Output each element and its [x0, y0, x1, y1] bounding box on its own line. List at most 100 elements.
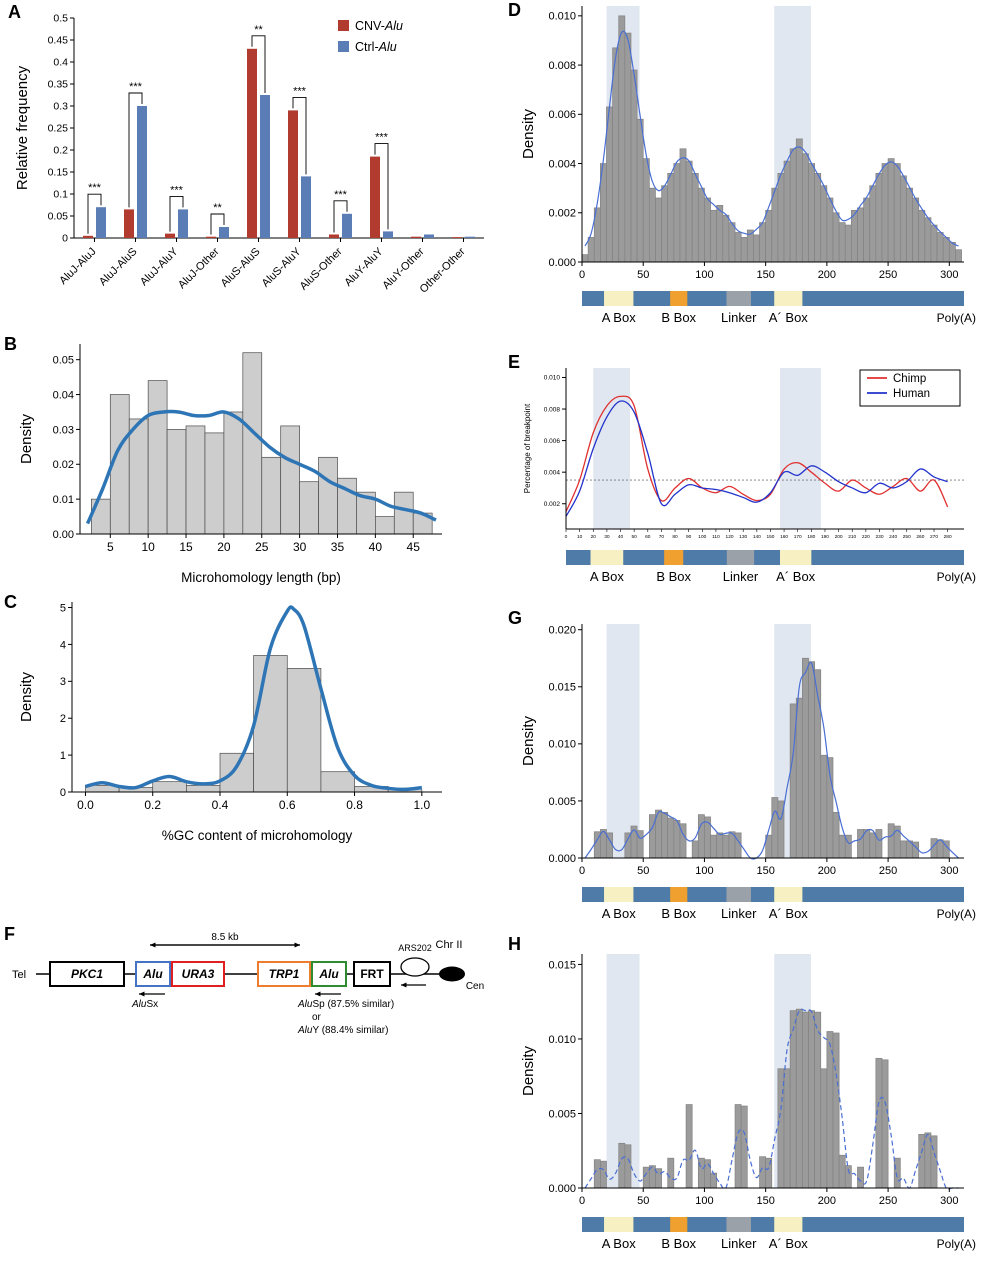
- svg-text:170: 170: [794, 534, 802, 540]
- svg-text:100: 100: [695, 269, 713, 281]
- svg-text:0: 0: [62, 233, 68, 245]
- svg-text:50: 50: [637, 865, 649, 877]
- svg-text:5: 5: [60, 602, 66, 614]
- construct-diagram-svg: Tel PKC1 Alu URA3 TRP1 Alu FRT 8.5 kb ARS202 Chr …: [12, 932, 484, 1036]
- gene-annotation-bar: A Box B Box Linker A´ Box Poly(A): [566, 550, 976, 584]
- svg-text:PKC1: PKC1: [71, 967, 103, 981]
- svg-text:60: 60: [645, 534, 651, 540]
- density-curve: [584, 1008, 959, 1190]
- legend-swatch: [338, 41, 349, 52]
- svg-text:0.015: 0.015: [548, 682, 576, 694]
- svg-text:A´ Box: A´ Box: [776, 569, 816, 584]
- svg-text:Poly(A): Poly(A): [937, 907, 976, 921]
- svg-text:0.008: 0.008: [548, 60, 576, 72]
- svg-text:AluJ-Other: AluJ-Other: [176, 245, 222, 291]
- panel-c-histogram: 0 1 2 3 4 5 0.0 0.2 0.4 0.6 0.8 1.0 Density %GC conte…: [16, 594, 456, 846]
- svg-text:150: 150: [756, 865, 774, 877]
- svg-text:0.010: 0.010: [548, 11, 576, 23]
- svg-text:0.004: 0.004: [548, 158, 576, 170]
- svg-text:100: 100: [695, 1195, 713, 1207]
- svg-text:A Box: A Box: [590, 569, 624, 584]
- panel-label-g: G: [508, 608, 523, 628]
- svg-text:0.000: 0.000: [548, 257, 576, 269]
- svg-text:AluS-Other: AluS-Other: [298, 245, 345, 292]
- svg-text:190: 190: [821, 534, 829, 540]
- svg-text:Chimp: Chimp: [893, 373, 926, 385]
- svg-text:0.005: 0.005: [548, 1108, 576, 1120]
- svg-text:%GC content of microhomology: %GC content of microhomology: [162, 828, 353, 843]
- svg-text:Density: Density: [520, 715, 537, 766]
- svg-text:0.02: 0.02: [53, 459, 74, 471]
- svg-text:B Box: B Box: [661, 310, 696, 325]
- svg-text:0: 0: [579, 1195, 585, 1207]
- svg-text:AluS-AluS: AluS-AluS: [219, 246, 263, 290]
- svg-text:10: 10: [577, 534, 583, 540]
- panel-f-construct-diagram: Tel PKC1 Alu URA3 TRP1 Alu FRT 8.5 kb ARS202 Chr …: [2, 928, 502, 1053]
- svg-text:70: 70: [659, 534, 665, 540]
- panel-d-histogram: 0.000 0.002 0.004 0.006 0.008 0.010 0 50 100 150 2…: [518, 0, 978, 288]
- svg-text:100: 100: [698, 534, 706, 540]
- svg-text:0.25: 0.25: [48, 123, 69, 135]
- svg-text:130: 130: [739, 534, 747, 540]
- panel-e-line-chart: 0.002 0.004 0.006 0.008 0.010 0 10 20 30 40 50 60 70…: [518, 362, 978, 547]
- svg-text:Ctrl-Alu: Ctrl-Alu: [355, 40, 397, 54]
- panel-g-gene-annotation-bar: A Box B Box Linker A´ Box Poly(A): [518, 884, 978, 930]
- svg-text:Microhomology length (bp): Microhomology length (bp): [181, 570, 341, 585]
- svg-text:0.01: 0.01: [53, 494, 74, 506]
- svg-text:30: 30: [293, 540, 307, 554]
- svg-text:0.3: 0.3: [53, 101, 68, 113]
- svg-text:CNV-Alu: CNV-Alu: [355, 19, 403, 33]
- svg-text:***: ***: [170, 184, 184, 196]
- svg-text:3: 3: [60, 676, 66, 688]
- svg-text:0.00: 0.00: [53, 529, 74, 541]
- svg-text:0.020: 0.020: [548, 625, 576, 637]
- svg-text:2: 2: [60, 713, 66, 725]
- legend-box: [859, 369, 961, 407]
- svg-text:25: 25: [255, 540, 269, 554]
- svg-text:**: **: [254, 24, 263, 36]
- panel-d-gene-annotation-bar: A Box B Box Linker A´ Box Poly(A): [518, 288, 978, 334]
- svg-text:Linker: Linker: [723, 569, 759, 584]
- panel-b-plot: 0.00 0.01 0.02 0.03 0.04 0.05 5 10 15 20 25 30 35 40 4…: [18, 344, 442, 585]
- svg-text:0.03: 0.03: [53, 424, 74, 436]
- gene-annotation-bar: A Box B Box Linker A´ Box Poly(A): [582, 291, 976, 325]
- panel-label-b: B: [4, 334, 17, 354]
- legend-swatch: [338, 20, 349, 31]
- density-curve: [584, 661, 959, 860]
- svg-text:0.05: 0.05: [48, 211, 69, 223]
- svg-text:140: 140: [753, 534, 761, 540]
- svg-text:5: 5: [107, 540, 114, 554]
- svg-text:***: ***: [293, 85, 307, 97]
- svg-text:A´ Box: A´ Box: [769, 310, 809, 325]
- svg-text:20: 20: [591, 534, 597, 540]
- panel-label-f: F: [4, 924, 15, 944]
- svg-text:A Box: A Box: [602, 906, 636, 921]
- svg-text:250: 250: [879, 1195, 897, 1207]
- panel-c-plot: 0 1 2 3 4 5 0.0 0.2 0.4 0.6 0.8 1.0 Density %GC conte…: [18, 602, 442, 843]
- panel-a-grouped-bar-chart: 0 0.05 0.1 0.15 0.2 0.25 0.3 0.35 0.4 0.45 0.5 AluJ…: [12, 2, 490, 334]
- svg-text:250: 250: [879, 269, 897, 281]
- svg-text:0.000: 0.000: [548, 853, 576, 865]
- svg-text:AluSp (87.5% similar): AluSp (87.5% similar): [297, 999, 394, 1010]
- svg-text:Tel: Tel: [12, 969, 26, 981]
- svg-text:A´ Box: A´ Box: [769, 906, 809, 921]
- svg-text:***: ***: [375, 132, 389, 144]
- panel-a-plot: 0 0.05 0.1 0.15 0.2 0.25 0.3 0.35 0.4 0.45 0.5 AluJ…: [14, 13, 484, 296]
- svg-text:230: 230: [875, 534, 883, 540]
- svg-text:50: 50: [637, 1195, 649, 1207]
- panel-d-plot: 0.000 0.002 0.004 0.006 0.008 0.010 0 50 100 150 2…: [520, 6, 964, 281]
- density-curve: [85, 409, 437, 525]
- svg-text:Chr II: Chr II: [436, 939, 463, 951]
- svg-text:0: 0: [579, 269, 585, 281]
- svg-text:0.015: 0.015: [548, 959, 576, 971]
- svg-text:Poly(A): Poly(A): [937, 311, 976, 325]
- svg-text:160: 160: [780, 534, 788, 540]
- svg-text:220: 220: [862, 534, 870, 540]
- svg-text:AluJ-AluJ: AluJ-AluJ: [57, 246, 98, 287]
- svg-text:0.35: 0.35: [48, 79, 69, 91]
- svg-text:0.002: 0.002: [544, 501, 561, 508]
- svg-text:0.5: 0.5: [53, 13, 68, 25]
- svg-text:120: 120: [726, 534, 734, 540]
- svg-text:0.04: 0.04: [53, 389, 74, 401]
- svg-text:AluJ-AluS: AluJ-AluS: [97, 246, 140, 289]
